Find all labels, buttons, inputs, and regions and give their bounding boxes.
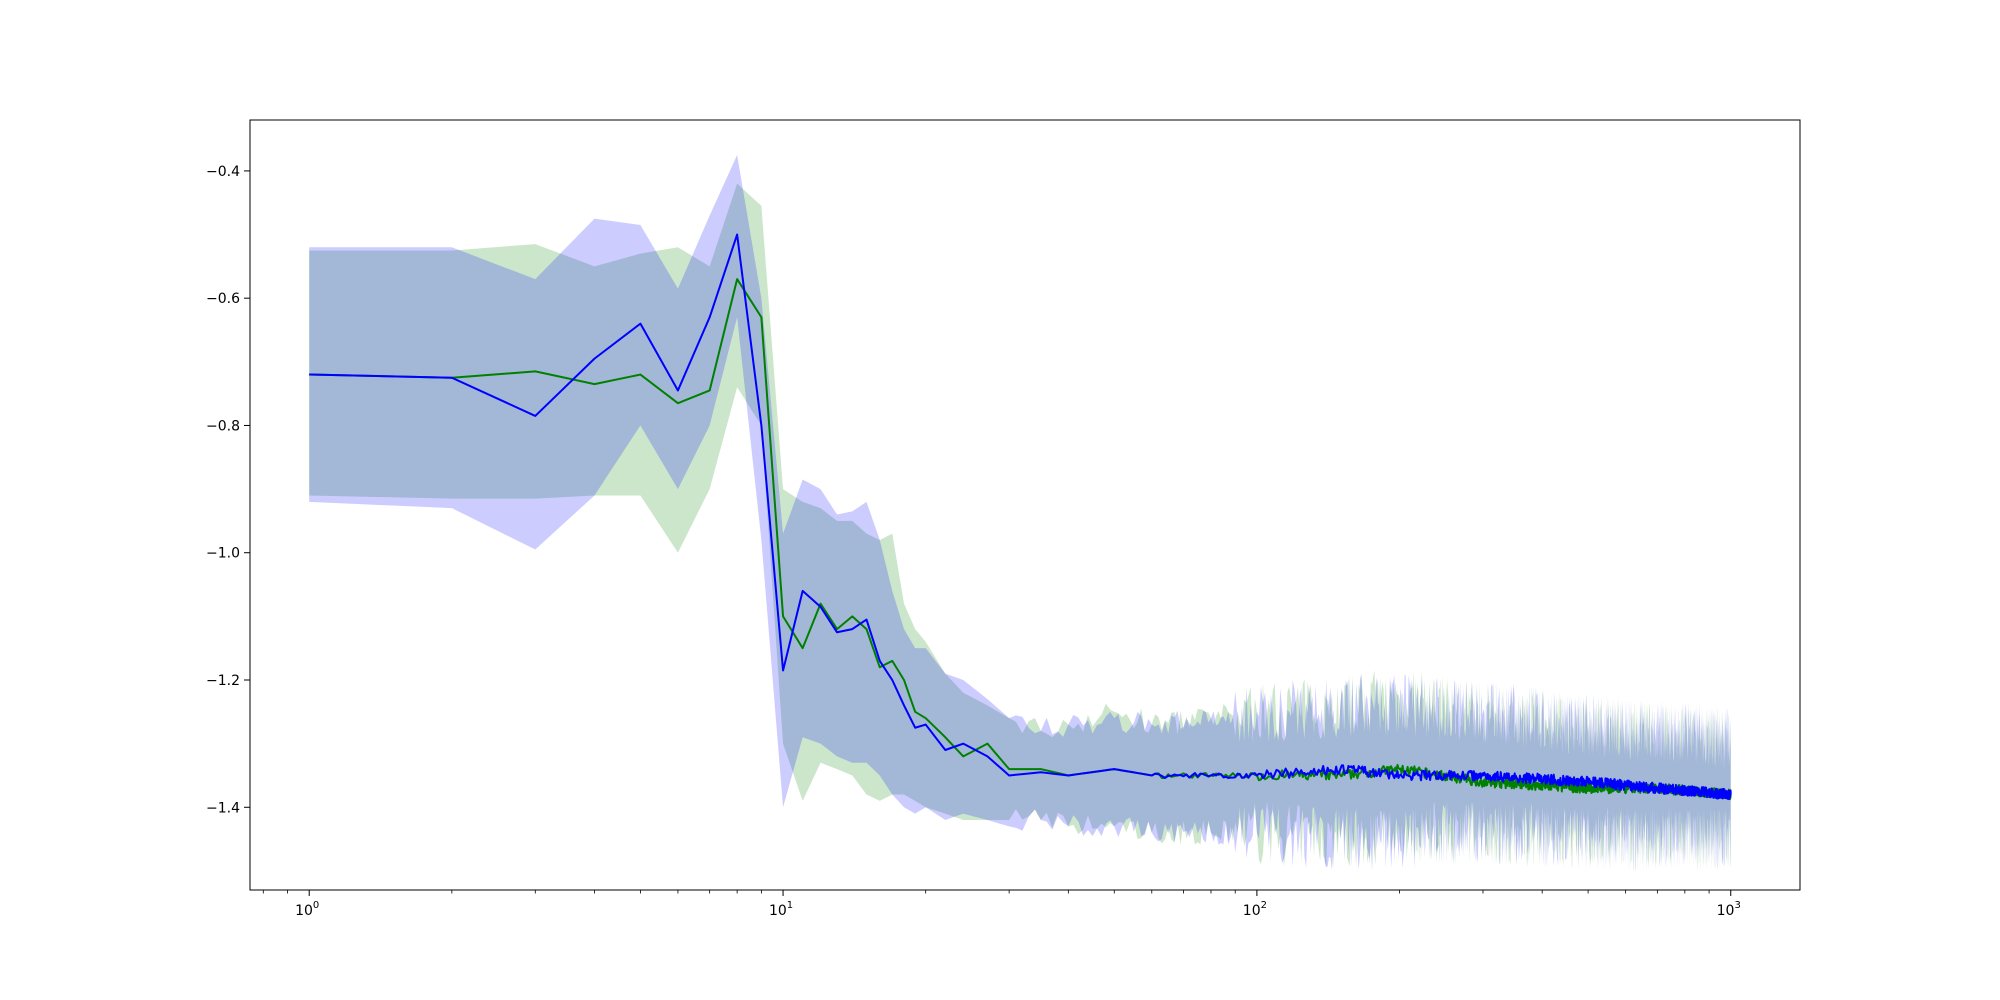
x-axis: 100 101 102 103: [262, 890, 1741, 919]
band-series-1: [309, 183, 1731, 871]
x-tick-label-2: 102: [1243, 900, 1267, 919]
x-tick-label-0: 100: [295, 900, 319, 919]
confidence-bands: [309, 155, 1731, 871]
x-tick-label-1: 101: [769, 900, 793, 919]
line-series-2: [309, 233, 1732, 801]
y-axis: −0.4 −0.6 −0.8 −1.0 −1.2 −1.4: [206, 164, 250, 816]
y-tick-label-5: −1.4: [206, 800, 240, 816]
y-tick-label-1: −0.6: [206, 291, 240, 307]
y-tick-label-3: −1.0: [206, 546, 240, 562]
series-lines: [309, 233, 1732, 801]
y-tick-label-2: −0.8: [206, 418, 240, 434]
x-tick-label-3: 103: [1717, 900, 1741, 919]
y-tick-label-4: −1.2: [206, 673, 240, 689]
plot-frame: [249, 119, 1801, 891]
band-series-2: [309, 155, 1731, 871]
y-tick-label-0: −0.4: [206, 164, 240, 180]
